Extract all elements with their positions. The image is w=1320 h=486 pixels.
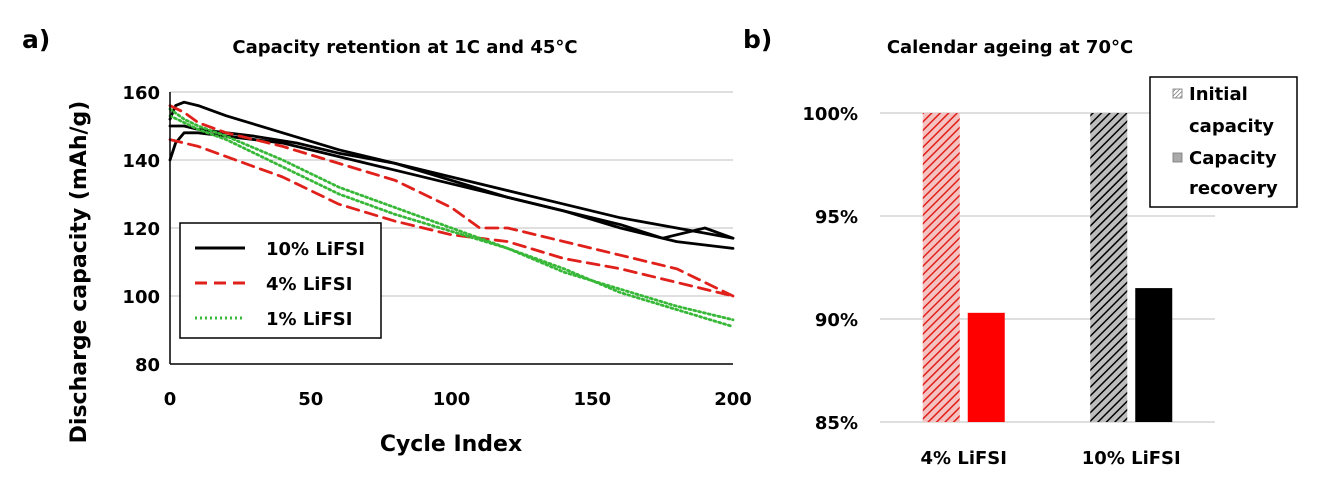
series-line-3	[168, 104, 735, 298]
series-line-2	[168, 124, 735, 240]
panel-a-series	[168, 100, 735, 329]
panel-b-y-tick-label: 90%	[815, 310, 858, 331]
legend-label-recovery-line1: Capacity	[1189, 148, 1277, 169]
panel-a-y-ticks: 80 100 120 140 160	[122, 83, 160, 376]
legend-label-recovery-line2: recovery	[1189, 178, 1278, 199]
panel-b-y-ticks: 85% 90% 95% 100%	[802, 104, 858, 434]
panel-b-y-tick-label: 100%	[802, 104, 858, 125]
panel-b-bars	[922, 113, 1173, 422]
panel-b-y-tick-label: 85%	[815, 413, 858, 434]
panel-a-y-tick-label: 160	[122, 83, 160, 104]
panel-a-label: a)	[22, 25, 50, 54]
bar-initial-capacity-1	[1090, 113, 1128, 422]
series-line-4	[168, 138, 735, 298]
panel-b-category-label: 4% LiFSI	[921, 448, 1007, 469]
panel-b-x-ticks: 4% LiFSI 10% LiFSI	[921, 448, 1181, 469]
panel-b-category-label: 10% LiFSI	[1082, 448, 1181, 469]
legend-label-4pct: 4% LiFSI	[266, 274, 352, 295]
panel-a-y-tick-label: 80	[135, 355, 160, 376]
panel-a-x-tick-label: 0	[164, 389, 177, 410]
panel-a-x-ticks: 0 50 100 150 200	[164, 389, 752, 410]
panel-a-x-tick-label: 200	[714, 389, 752, 410]
panel-a-y-tick-label: 120	[122, 219, 160, 240]
series-line-6	[168, 114, 735, 322]
legend-label-1pct: 1% LiFSI	[266, 309, 352, 330]
panel-b-title: Calendar ageing at 70°C	[887, 37, 1133, 58]
legend-label-initial-line2: capacity	[1189, 116, 1274, 137]
panel-a-x-label: Cycle Index	[380, 432, 522, 457]
panel-b-legend-box	[1149, 76, 1298, 208]
legend-label-10pct: 10% LiFSI	[266, 239, 365, 260]
panel-b-label: b)	[743, 25, 772, 54]
legend-label-initial-line1: Initial	[1189, 84, 1248, 105]
panel-a-x-tick-label: 100	[433, 389, 471, 410]
panel-b-y-tick-label: 95%	[815, 207, 858, 228]
bar-capacity-recovery-1	[1135, 288, 1173, 422]
panel-a-x-tick-label: 50	[298, 389, 323, 410]
panel-a-title: Capacity retention at 1C and 45°C	[232, 37, 577, 58]
panel-a-y-tick-label: 140	[122, 151, 160, 172]
bar-initial-capacity-0	[922, 113, 960, 422]
series-line-0	[168, 100, 735, 240]
panel-a-y-label: Discharge capacity (mAh/g)	[67, 101, 92, 444]
series-line-1	[168, 131, 735, 250]
panel-a-legend-box	[179, 222, 382, 339]
panel-a-y-tick-label: 100	[122, 287, 160, 308]
panel-b-legend: Initial capacity Capacity recovery	[1149, 76, 1298, 208]
series-line-5	[168, 107, 735, 329]
legend-swatch-recovery	[1172, 152, 1183, 163]
panel-a-x-tick-label: 150	[573, 389, 611, 410]
panel-a-legend: 10% LiFSI 4% LiFSI 1% LiFSI	[179, 222, 382, 339]
legend-swatch-initial	[1172, 88, 1183, 99]
bar-capacity-recovery-0	[967, 312, 1005, 422]
